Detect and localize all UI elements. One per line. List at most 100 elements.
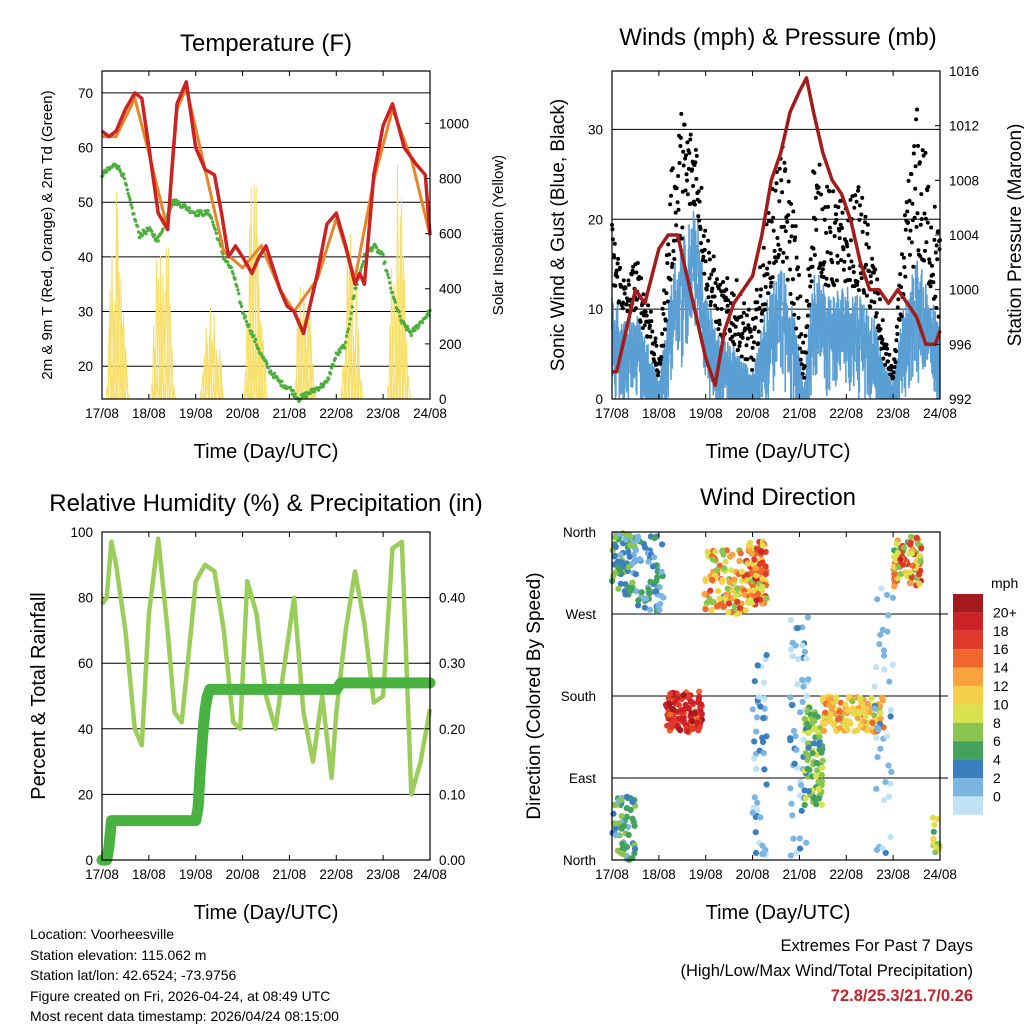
direction-point: [726, 579, 733, 586]
gust-point: [673, 210, 678, 215]
legend-swatch: [953, 741, 983, 760]
dewpoint-point: [254, 343, 259, 347]
direction-point: [669, 706, 676, 713]
dewpoint-point: [346, 327, 351, 331]
direction-point: [906, 569, 913, 576]
gust-point: [814, 227, 819, 232]
winds-pressure-panel: Winds (mph) & Pressure (mb) 0 10 20 30 992 99…: [548, 24, 1024, 463]
gust-point: [782, 160, 787, 165]
direction-point: [716, 562, 723, 569]
gust-point: [936, 229, 941, 234]
direction-xtick-label: 23/08: [876, 867, 910, 882]
gust-point: [880, 318, 885, 323]
direction-point: [874, 596, 881, 603]
solar-spike: [217, 349, 223, 400]
direction-point: [918, 545, 925, 552]
direction-point: [742, 607, 749, 614]
gust-point: [846, 253, 851, 258]
gust-point: [694, 176, 699, 181]
direction-point: [787, 852, 795, 859]
direction-point: [856, 710, 863, 717]
gust-point: [934, 243, 939, 248]
gust-point: [856, 288, 861, 293]
gust-point: [685, 192, 690, 197]
direction-point: [877, 709, 884, 717]
gust-point: [765, 272, 770, 277]
gust-point: [837, 228, 842, 233]
dewpoint-point: [187, 206, 191, 210]
gust-point: [884, 351, 889, 356]
direction-point: [801, 801, 808, 809]
gust-point: [771, 215, 776, 220]
gust-point: [682, 122, 687, 127]
direction-point: [645, 586, 652, 593]
direction-point: [792, 642, 799, 649]
gust-point: [715, 306, 720, 311]
dewpoint-point: [308, 391, 312, 396]
direction-point: [881, 797, 888, 804]
dewpoint-point: [354, 286, 358, 290]
gust-point: [634, 297, 639, 302]
direction-point: [802, 795, 809, 802]
gust-point: [648, 309, 653, 314]
gust-point: [621, 278, 626, 283]
winds-xtick-label: 21/08: [783, 406, 817, 421]
solar-spike: [117, 271, 122, 400]
gust-point: [868, 304, 873, 309]
direction-point: [760, 750, 767, 757]
direction-point: [612, 543, 620, 551]
direction-point: [674, 695, 681, 702]
wind-direction-panel: Wind Direction NorthEastSouthWestNorth17…: [524, 484, 1018, 924]
pressure-ytick-label: 996: [949, 337, 972, 352]
gust-point: [809, 279, 814, 284]
direction-point: [820, 727, 828, 735]
dewpoint-point: [275, 375, 279, 380]
gust-point: [830, 260, 835, 265]
wind-direction-x-axis-title: Time (Day/UTC): [706, 902, 851, 924]
direction-point: [890, 563, 897, 571]
gust-point: [774, 259, 778, 264]
dewpoint-point: [127, 195, 131, 199]
temperature-y-axis-title: 2m & 9m T (Red, Orange) & 2m Td (Green): [39, 90, 56, 379]
gust-point: [783, 167, 788, 172]
gust-point: [788, 267, 793, 272]
gust-point: [670, 166, 675, 171]
gust-point: [770, 275, 775, 280]
direction-point: [745, 542, 753, 549]
gust-point: [930, 263, 934, 268]
gust-point: [855, 282, 860, 287]
gust-point: [931, 272, 935, 277]
gust-point: [701, 234, 706, 238]
figure-created: Figure created on Fri, 2026-04-24, at 08…: [30, 987, 331, 1004]
temperature-xtick-label: 20/08: [226, 406, 260, 421]
gust-point: [699, 241, 703, 246]
direction-point: [789, 653, 796, 660]
gust-point: [716, 327, 721, 332]
direction-xtick-label: 20/08: [736, 867, 770, 882]
dewpoint-point: [231, 272, 235, 276]
gust-point: [671, 238, 676, 243]
direction-point: [830, 721, 837, 728]
speed-color-legend: mph 20+ 18 16 14 12 10 8 6 4 2 0: [953, 575, 1018, 815]
dewpoint-point: [223, 256, 227, 260]
gust-point: [706, 238, 711, 243]
direction-point: [731, 576, 738, 583]
direction-point: [916, 571, 923, 578]
direction-point: [871, 705, 879, 712]
dewpoint-point: [235, 284, 239, 288]
direction-point: [624, 584, 631, 591]
solar-spike: [219, 362, 224, 400]
gust-point: [791, 209, 796, 214]
direction-point: [635, 597, 642, 604]
humidity-xtick-label: 20/08: [226, 867, 260, 882]
direction-point: [753, 714, 761, 721]
gust-point: [928, 284, 933, 289]
direction-point: [818, 801, 826, 808]
legend-swatch: [953, 686, 983, 705]
dewpoint-point: [237, 292, 241, 296]
gust-point: [914, 224, 919, 229]
gust-point: [713, 303, 718, 308]
gust-point: [753, 315, 758, 320]
gust-point: [792, 312, 797, 317]
gust-point: [864, 293, 869, 298]
